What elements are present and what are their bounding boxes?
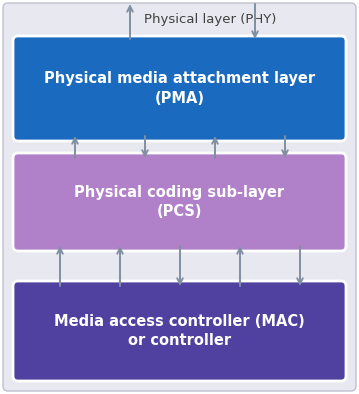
- Text: Media access controller (MAC)
or controller: Media access controller (MAC) or control…: [54, 314, 305, 348]
- Text: Physical media attachment layer
(PMA): Physical media attachment layer (PMA): [44, 71, 315, 106]
- FancyBboxPatch shape: [13, 36, 346, 141]
- Text: Physical coding sub-layer
(PCS): Physical coding sub-layer (PCS): [74, 185, 285, 219]
- FancyBboxPatch shape: [3, 3, 356, 391]
- FancyBboxPatch shape: [13, 153, 346, 251]
- FancyBboxPatch shape: [13, 281, 346, 381]
- Text: Physical layer (PHY): Physical layer (PHY): [144, 13, 276, 26]
